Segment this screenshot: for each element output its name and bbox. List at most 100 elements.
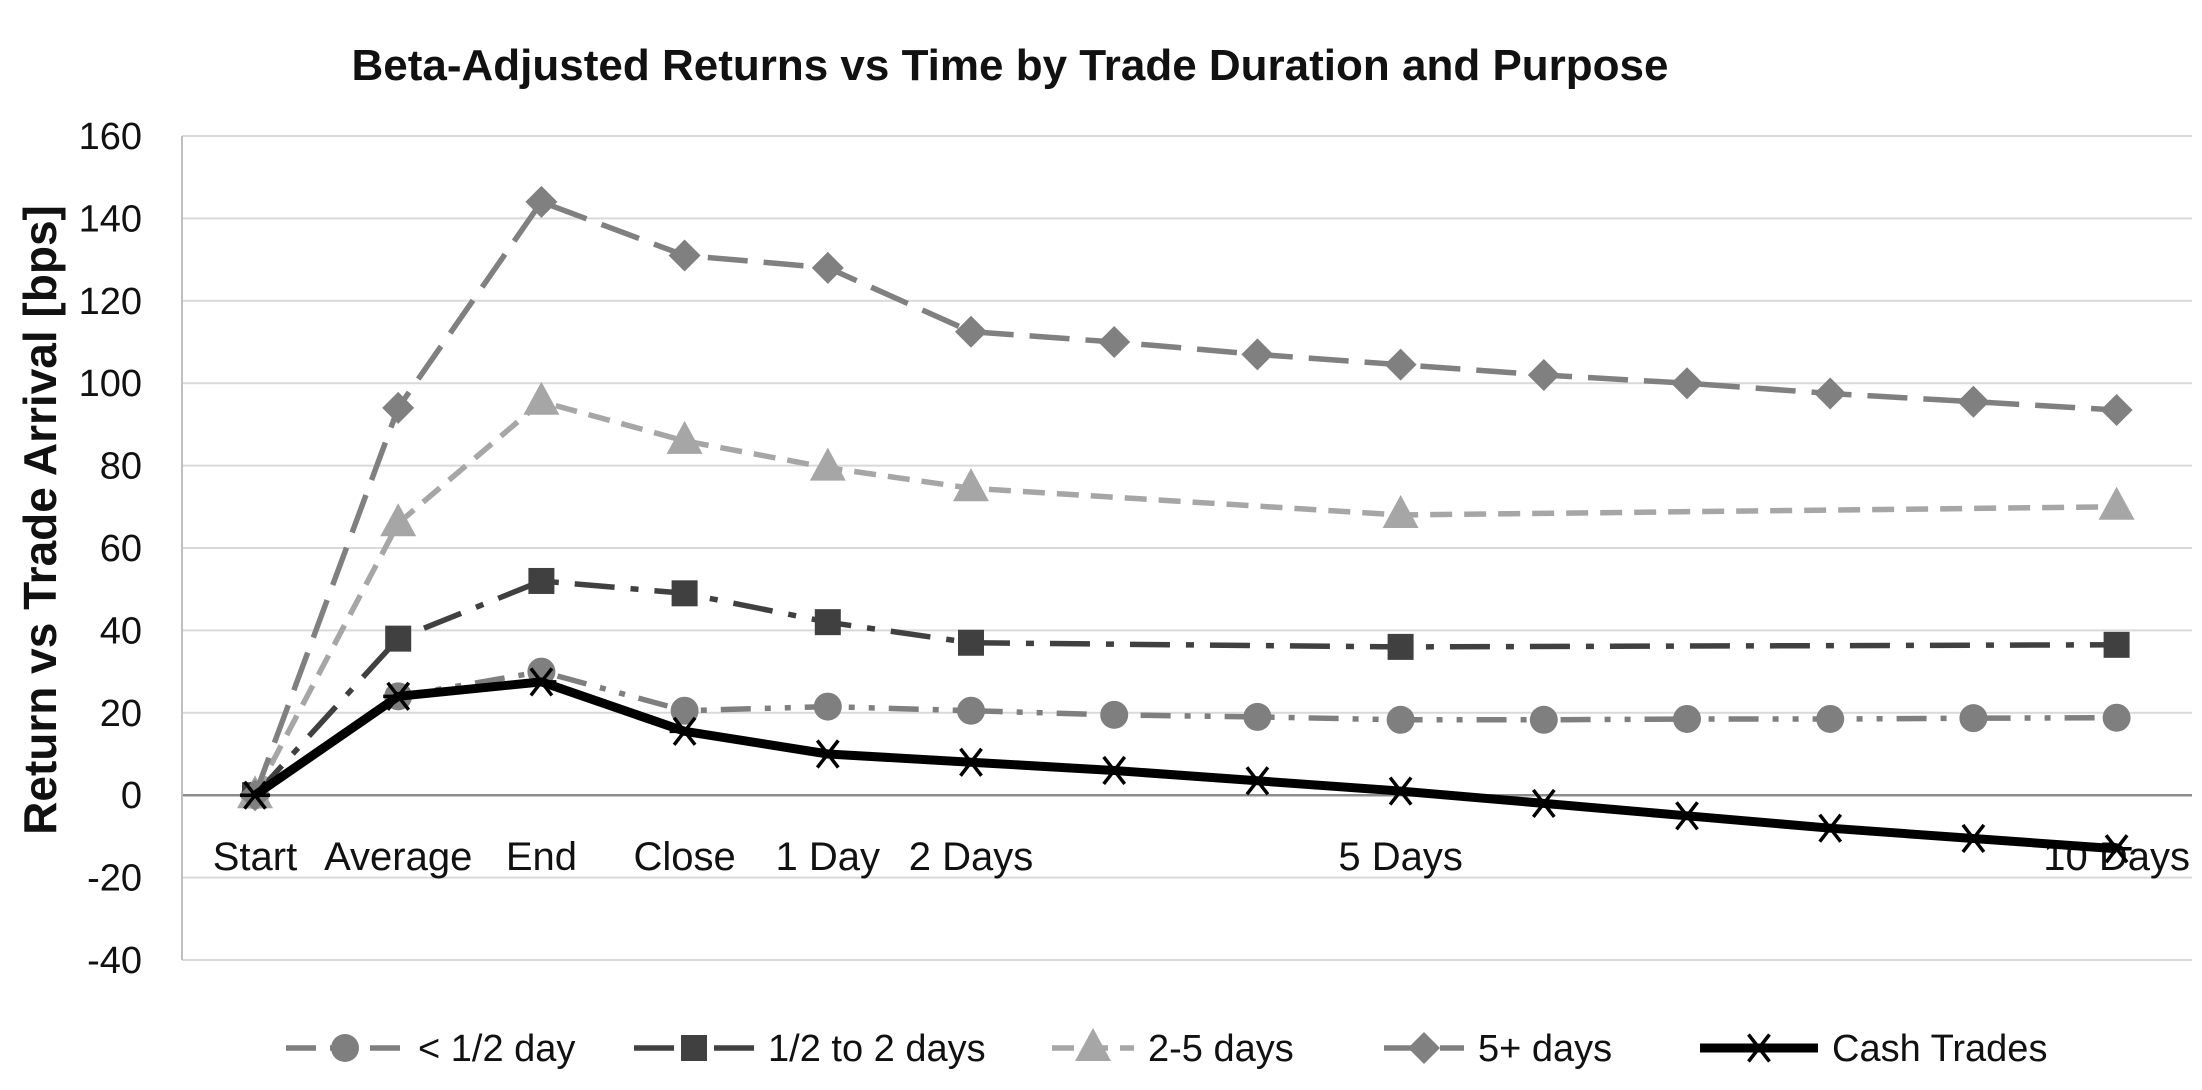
data-point	[1814, 377, 1847, 410]
legend: < 1/2 day 1/2 to 2 days 2-5 days 5+ days Cas…	[286, 1028, 2047, 1070]
data-point	[955, 315, 987, 348]
legend-item-3: 5+ days	[1384, 1028, 1612, 1070]
x-tick-label: 5 Days	[1338, 835, 1463, 879]
x-tick-label: Average	[324, 835, 472, 879]
legend-marker	[1408, 1032, 1440, 1064]
data-point	[2101, 834, 2132, 864]
data-point	[1099, 755, 1130, 786]
data-point	[1815, 813, 1846, 843]
series-line-3	[252, 199, 2117, 797]
x-tick-label: 1 Day	[776, 835, 881, 879]
data-point	[528, 567, 555, 594]
y-tick-label: 60	[100, 528, 142, 570]
y-tick-label: -20	[87, 858, 142, 900]
legend-marker	[681, 1035, 707, 1061]
series-2	[237, 381, 2135, 809]
data-point	[957, 696, 985, 725]
data-point	[670, 696, 699, 725]
y-tick-label: 40	[100, 610, 142, 652]
data-point	[668, 239, 701, 272]
data-point	[1816, 704, 1845, 733]
data-point	[1957, 385, 1990, 418]
data-point	[1959, 704, 1988, 733]
series-layer	[237, 185, 2135, 864]
series-line-0	[253, 668, 2117, 798]
chart-title: Beta-Adjusted Returns vs Time by Trade D…	[351, 41, 1668, 90]
y-tick-label: 20	[100, 693, 142, 735]
legend-label: 1/2 to 2 days	[768, 1028, 986, 1070]
data-point	[1527, 358, 1560, 391]
data-point	[526, 667, 557, 697]
legend-label: < 1/2 day	[418, 1028, 575, 1070]
data-point	[2103, 631, 2130, 658]
data-point	[2102, 703, 2131, 732]
data-point	[240, 780, 270, 810]
legend-marker	[1075, 1028, 1111, 1061]
x-tick-label: End	[506, 835, 577, 879]
y-tick-label: 0	[121, 775, 142, 817]
y-tick-label: 160	[79, 116, 142, 158]
data-point	[1382, 495, 1419, 529]
data-point	[1673, 704, 1701, 733]
data-point	[383, 681, 414, 711]
data-point	[1241, 338, 1274, 371]
data-point	[1529, 705, 1558, 734]
data-point	[669, 716, 700, 746]
data-point	[1098, 326, 1131, 358]
data-point	[666, 420, 703, 454]
series-line-2	[252, 398, 2117, 797]
data-point	[2100, 393, 2133, 426]
y-tick-label: 80	[100, 446, 142, 488]
series-line-4	[252, 677, 2117, 854]
series-line-1	[252, 578, 2117, 798]
data-point	[1100, 700, 1129, 729]
data-point	[1385, 776, 1416, 806]
data-point	[1528, 788, 1559, 819]
legend-item-1: 1/2 to 2 days	[634, 1028, 986, 1070]
data-point	[1386, 705, 1415, 734]
data-point	[1242, 766, 1273, 796]
data-point	[525, 185, 558, 218]
data-point	[385, 625, 412, 652]
legend-item-2: 2-5 days	[1052, 1028, 1294, 1070]
y-tick-label: 120	[79, 281, 142, 323]
data-point	[382, 391, 415, 424]
data-point	[809, 447, 846, 481]
data-point	[1243, 702, 1272, 731]
grid-lines	[181, 135, 2192, 961]
data-point	[671, 580, 698, 607]
data-point	[813, 692, 842, 721]
legend-label: 2-5 days	[1148, 1028, 1294, 1070]
data-point	[2098, 486, 2135, 520]
y-axis-ticks: -40 -20 0 20 40 60 80 100 120 140 160	[79, 116, 142, 982]
data-point	[814, 609, 841, 636]
legend-label: 5+ days	[1478, 1028, 1612, 1070]
data-point	[811, 251, 844, 284]
x-tick-label: Close	[633, 835, 735, 879]
x-axis-ticks: Start Average End Close 1 Day 2 Days 5 Days 10 …	[213, 835, 2190, 879]
legend-marker	[331, 1034, 359, 1062]
y-tick-label: -40	[87, 940, 142, 982]
legend-item-0: < 1/2 day	[286, 1028, 575, 1070]
y-tick-label: 100	[79, 363, 142, 405]
data-point	[1672, 801, 1702, 831]
y-axis-label: Return vs Trade Arrival [bps]	[14, 205, 66, 835]
x-tick-label: Start	[213, 835, 297, 879]
data-point	[380, 503, 417, 537]
data-point	[956, 747, 986, 777]
data-point	[812, 739, 843, 769]
data-point	[958, 629, 984, 656]
data-point	[1671, 367, 1703, 400]
y-tick-label: 140	[79, 198, 142, 240]
legend-label: Cash Trades	[1832, 1028, 2047, 1070]
series-4	[240, 667, 2132, 864]
data-point	[953, 468, 989, 502]
x-tick-label: 2 Days	[909, 835, 1034, 879]
legend-marker	[1744, 1033, 1774, 1063]
data-point	[1958, 823, 1989, 854]
data-point	[1387, 633, 1414, 660]
legend-item-4: Cash Trades	[1700, 1028, 2047, 1070]
data-point	[523, 381, 560, 415]
